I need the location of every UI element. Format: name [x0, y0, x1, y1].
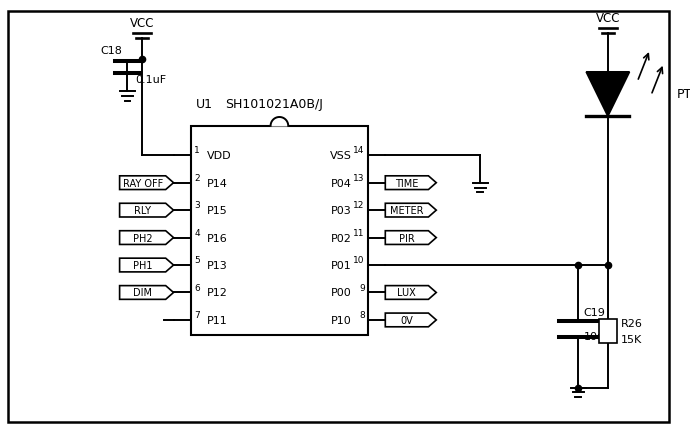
- Text: LUX: LUX: [397, 288, 416, 298]
- Text: 15K: 15K: [620, 334, 642, 344]
- Text: P02: P02: [331, 233, 352, 243]
- Text: PT: PT: [676, 88, 690, 101]
- Text: 5: 5: [194, 256, 200, 264]
- Text: P14: P14: [207, 178, 228, 188]
- Text: U1: U1: [196, 98, 213, 111]
- Text: C18: C18: [100, 46, 122, 56]
- Text: 6: 6: [194, 283, 200, 292]
- Text: SH101021A0B/J: SH101021A0B/J: [226, 98, 324, 111]
- Text: 13: 13: [353, 173, 365, 182]
- Text: 4: 4: [194, 228, 199, 237]
- Polygon shape: [119, 259, 173, 272]
- Text: 10: 10: [353, 256, 365, 264]
- Text: 2: 2: [194, 173, 199, 182]
- Text: 1: 1: [194, 146, 200, 155]
- Text: VCC: VCC: [130, 17, 155, 30]
- Text: TIME: TIME: [395, 178, 419, 188]
- Text: P11: P11: [207, 315, 228, 325]
- Bar: [191, 127, 368, 335]
- Text: 11: 11: [353, 228, 365, 237]
- Text: 10uF: 10uF: [583, 331, 611, 341]
- Text: P12: P12: [207, 288, 228, 298]
- Text: P10: P10: [331, 315, 352, 325]
- Text: RLY: RLY: [134, 206, 151, 216]
- Text: 9: 9: [359, 283, 365, 292]
- Text: METER: METER: [390, 206, 424, 216]
- Text: 7: 7: [194, 310, 200, 319]
- Text: PH2: PH2: [133, 233, 152, 243]
- Text: VSS: VSS: [330, 151, 352, 161]
- Text: PIR: PIR: [399, 233, 415, 243]
- Text: 0V: 0V: [400, 315, 413, 325]
- Polygon shape: [119, 286, 173, 299]
- Polygon shape: [385, 176, 436, 190]
- Text: P03: P03: [331, 206, 352, 216]
- Text: C19: C19: [583, 307, 605, 317]
- Text: P16: P16: [207, 233, 228, 243]
- Polygon shape: [385, 313, 436, 327]
- Polygon shape: [385, 286, 436, 299]
- Text: RAY OFF: RAY OFF: [123, 178, 163, 188]
- Polygon shape: [119, 204, 173, 217]
- Text: P13: P13: [207, 260, 228, 270]
- Bar: [599, 319, 617, 344]
- Text: DIM: DIM: [133, 288, 152, 298]
- Text: P15: P15: [207, 206, 228, 216]
- Text: R26: R26: [620, 319, 642, 329]
- Polygon shape: [586, 73, 629, 117]
- Polygon shape: [119, 231, 173, 245]
- Text: 12: 12: [353, 201, 365, 210]
- Text: 8: 8: [359, 310, 365, 319]
- Text: P04: P04: [331, 178, 352, 188]
- Text: P01: P01: [331, 260, 352, 270]
- Polygon shape: [119, 176, 173, 190]
- Text: PH1: PH1: [133, 260, 152, 270]
- Text: 14: 14: [353, 146, 365, 155]
- Text: P00: P00: [331, 288, 352, 298]
- Text: VCC: VCC: [595, 12, 620, 25]
- Text: 0.1uF: 0.1uF: [135, 75, 166, 85]
- Polygon shape: [385, 204, 436, 217]
- Polygon shape: [270, 118, 288, 127]
- Text: 3: 3: [194, 201, 200, 210]
- Text: VDD: VDD: [207, 151, 231, 161]
- Polygon shape: [385, 231, 436, 245]
